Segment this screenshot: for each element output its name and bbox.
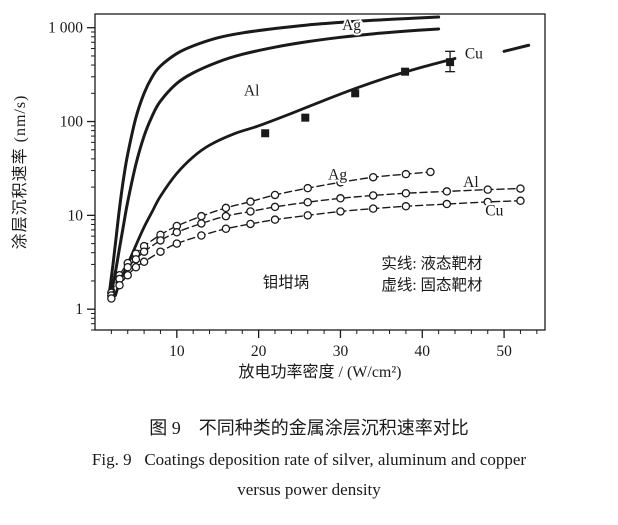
marker-cu-dashed [221, 224, 231, 233]
marker-cu-dashed [131, 262, 141, 272]
marker-al-dashed [368, 191, 378, 200]
series-al-solid [109, 27, 441, 295]
marker-cu-dashed [123, 270, 132, 280]
series-cu-solid [114, 57, 457, 297]
marker-ag-dashed [426, 167, 435, 177]
marker-ag-dashed [368, 172, 378, 182]
y-tick-label: 10 [68, 207, 84, 224]
label-al-solid: Al [244, 82, 260, 99]
marker-ag-dashed [221, 203, 231, 213]
marker-al-dashed [516, 184, 525, 193]
x-axis-label: 放电功率密度 / (W/cm²) [238, 364, 402, 381]
marker-al-dashed [336, 194, 345, 203]
y-tick-label: 1 [75, 301, 83, 318]
marker-cu-dashed [303, 211, 312, 220]
legend-solid-line: 实线: 液态靶材 [381, 255, 482, 273]
marker-cu-dashed [516, 196, 525, 206]
marker-ag-dashed [270, 190, 280, 200]
marker-cu-dashed [270, 215, 280, 224]
marker-cu-dashed [197, 231, 206, 240]
label-cu-dashed: Cu [485, 202, 503, 219]
caption-english-line1: Fig. 9 Coatings deposition rate of silve… [91, 450, 527, 469]
marker-ag-dashed [303, 183, 312, 193]
series-ag-dashed [110, 171, 432, 294]
marker-al-dashed [197, 219, 206, 228]
label-ag-solid: Ag [342, 17, 361, 34]
marker-al-dashed [303, 197, 312, 207]
marker-cu-dashed [172, 239, 182, 248]
y-tick-label: 1 000 [48, 20, 83, 37]
marker-cu-dashed [442, 199, 452, 209]
series-ag-solid [108, 15, 441, 292]
marker-ag-dashed [336, 178, 345, 187]
marker-cu-dashed [139, 257, 149, 267]
marker-al-dashed [270, 202, 280, 212]
marker-cu-solid [401, 67, 410, 76]
marker-al-dashed [131, 255, 141, 264]
note-crucible: 钼坩埚 [263, 274, 310, 292]
marker-cu-dashed [336, 207, 345, 216]
x-tick-label: 50 [496, 343, 512, 360]
marker-al-dashed [139, 247, 149, 256]
chart-area: 1 10 100 1 000 10 20 30 40 50 Ag Cu Al Ag Al Cu 钼坩埚 实线: … [12, 13, 546, 381]
x-tick-label: 30 [333, 343, 349, 360]
marker-cu-dashed [246, 219, 255, 229]
marker-cu-dashed [368, 204, 378, 213]
marker-al-dashed [401, 189, 411, 198]
marker-cu-solid [261, 129, 270, 138]
marker-cu-solid [301, 113, 310, 122]
label-cu-solid: Cu [465, 45, 483, 62]
y-axis-label: 涂层沉积速率 (nm/s) [12, 94, 29, 250]
x-tick-label: 10 [169, 343, 185, 360]
marker-cu-dashed [156, 247, 165, 256]
marker-cu-dashed [483, 197, 492, 207]
marker-ag-dashed [401, 169, 411, 179]
deposition-chart-svg: 1 10 100 1 000 10 20 30 40 50 Ag Cu Al Ag Al Cu 钼坩埚 实线: … [48, 13, 546, 360]
marker-al-dashed [172, 228, 182, 237]
marker-al-dashed [483, 185, 492, 194]
legend-dashed-line: 虚线: 固态靶材 [381, 276, 482, 294]
marker-ag-dashed [246, 197, 255, 206]
marker-cu-dashed [107, 294, 116, 303]
marker-al-dashed [221, 211, 231, 221]
x-tick-label: 40 [415, 343, 431, 360]
marker-al-dashed [246, 207, 255, 216]
caption-english-line2: versus power density [237, 480, 381, 499]
x-tick-label: 20 [251, 343, 267, 360]
marker-cu-solid [446, 58, 455, 67]
plot-frame [94, 13, 546, 331]
series-cu-solid-ext [502, 43, 531, 53]
marker-al-dashed [442, 187, 452, 196]
label-al-dashed: Al [463, 174, 479, 191]
marker-cu-solid [351, 89, 360, 98]
y-tick-label: 100 [60, 114, 84, 131]
marker-cu-dashed [401, 202, 411, 211]
marker-al-dashed [156, 236, 165, 245]
caption-chinese: 图 9 不同种类的金属涂层沉积速率对比 [149, 418, 469, 438]
marker-al-dashed [123, 262, 132, 272]
marker-cu-dashed [115, 280, 124, 290]
marker-ag-dashed [197, 211, 206, 221]
label-ag-dashed: Ag [328, 167, 347, 184]
